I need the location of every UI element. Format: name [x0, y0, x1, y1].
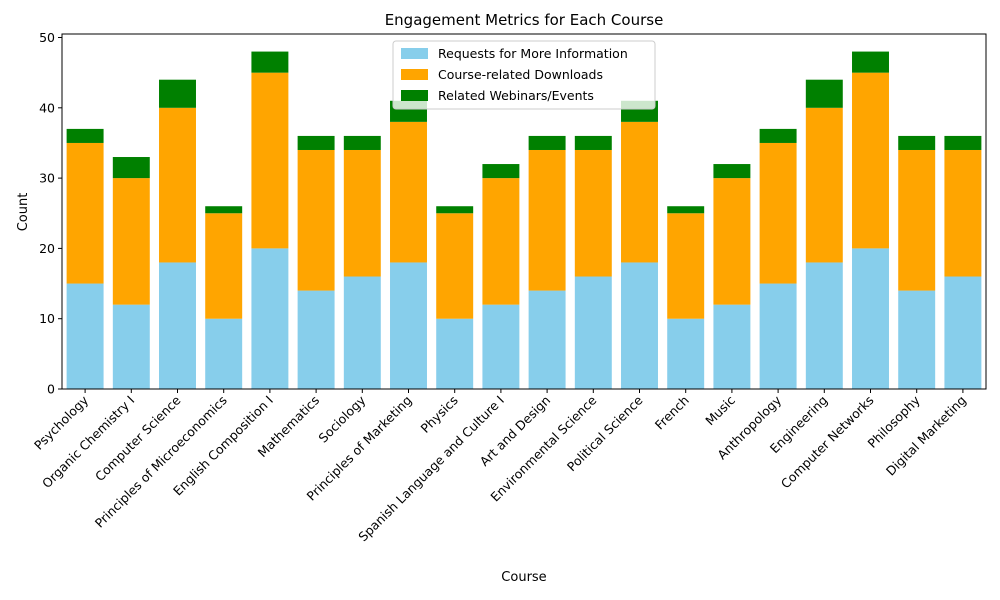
- bar-segment-series-0-course-0: [66, 283, 104, 389]
- bar-segment-series-1-course-5: [297, 149, 335, 291]
- y-tick-label: 40: [39, 100, 55, 115]
- y-tick-label: 50: [39, 30, 55, 45]
- y-tick-labels: 0 10 20 30 40 50: [39, 30, 62, 397]
- bar-segment-series-1-course-9: [482, 178, 520, 305]
- x-axis-label: Course: [501, 570, 546, 585]
- bar-segment-series-1-course-4: [251, 72, 289, 249]
- bar-segment-series-2-course-4: [251, 51, 289, 73]
- bars-group: [66, 51, 982, 389]
- bar-segment-series-2-course-0: [66, 128, 104, 143]
- bar-segment-series-2-course-18: [898, 135, 936, 150]
- legend-swatch-1: [401, 69, 428, 80]
- bar-segment-series-0-course-17: [852, 248, 889, 389]
- bar-segment-series-1-course-12: [621, 121, 658, 263]
- bar-segment-series-1-course-0: [66, 142, 104, 284]
- bar-segment-series-1-course-14: [713, 178, 751, 305]
- bar-segment-series-2-course-16: [805, 79, 843, 108]
- bar-segment-series-2-course-8: [436, 206, 474, 214]
- legend: Requests for More Information Course-rela…: [392, 40, 656, 110]
- bar-segment-series-2-course-1: [112, 157, 150, 179]
- bar-segment-series-2-course-6: [343, 135, 381, 150]
- bar-segment-series-0-course-2: [159, 262, 196, 389]
- legend-label-1: Course-related Downloads: [438, 67, 603, 82]
- bar-segment-series-1-course-11: [574, 149, 612, 277]
- bar-segment-series-0-course-9: [482, 304, 520, 389]
- legend-swatch-2: [401, 90, 428, 101]
- bar-segment-series-0-course-15: [759, 283, 797, 389]
- y-tick-label: 20: [39, 241, 55, 256]
- chart-title: Engagement Metrics for Each Course: [385, 11, 664, 29]
- bar-segment-series-1-course-2: [159, 107, 196, 263]
- bar-segment-series-1-course-8: [436, 213, 474, 319]
- y-axis-label: Count: [16, 193, 31, 232]
- bar-segment-series-0-course-5: [297, 290, 335, 389]
- bar-segment-series-1-course-6: [343, 149, 381, 277]
- axes-group: [61, 33, 987, 390]
- y-tick-label: 0: [47, 382, 55, 397]
- bar-segment-series-0-course-4: [251, 248, 289, 389]
- bar-segment-series-1-course-19: [944, 149, 982, 277]
- bar-segment-series-1-course-16: [805, 107, 843, 263]
- bar-segment-series-0-course-6: [343, 276, 381, 389]
- bar-segment-series-1-course-7: [390, 121, 427, 263]
- bar-segment-series-0-course-8: [436, 318, 474, 389]
- bar-segment-series-0-course-14: [713, 304, 751, 389]
- bar-segment-series-2-course-9: [482, 164, 520, 179]
- legend-label-0: Requests for More Information: [438, 46, 628, 61]
- bar-segment-series-1-course-17: [852, 72, 889, 249]
- bar-segment-series-1-course-15: [759, 142, 797, 284]
- bar-segment-series-2-course-3: [205, 206, 243, 214]
- bar-segment-series-2-course-14: [713, 164, 751, 179]
- legend-swatch-0: [401, 48, 428, 59]
- plot-frame: [61, 33, 987, 390]
- bar-segment-series-0-course-3: [205, 318, 243, 389]
- bar-segment-series-1-course-3: [205, 213, 243, 319]
- bar-segment-series-1-course-13: [667, 213, 705, 319]
- bar-segment-series-0-course-19: [944, 276, 982, 389]
- bar-segment-series-1-course-10: [528, 149, 566, 291]
- legend-label-2: Related Webinars/Events: [438, 88, 594, 103]
- bar-segment-series-0-course-10: [528, 290, 566, 389]
- bar-segment-series-0-course-12: [621, 262, 658, 389]
- bar-segment-series-0-course-7: [390, 262, 427, 389]
- legend-box: [392, 40, 656, 110]
- bar-segment-series-2-course-11: [574, 135, 612, 150]
- y-tick-label: 30: [39, 171, 55, 186]
- bar-segment-series-0-course-16: [805, 262, 843, 389]
- bar-segment-series-0-course-1: [112, 304, 150, 389]
- bar-segment-series-0-course-18: [898, 290, 936, 389]
- bar-segment-series-1-course-1: [112, 178, 150, 305]
- bar-segment-series-2-course-17: [852, 51, 889, 73]
- bar-segment-series-2-course-2: [159, 79, 196, 108]
- bar-segment-series-1-course-18: [898, 149, 936, 291]
- bar-segment-series-2-course-13: [667, 206, 705, 214]
- bar-segment-series-2-course-10: [528, 135, 566, 150]
- bar-segment-series-0-course-11: [574, 276, 612, 389]
- bar-segment-series-0-course-13: [667, 318, 705, 389]
- bar-segment-series-2-course-19: [944, 135, 982, 150]
- bar-segment-series-2-course-15: [759, 128, 797, 143]
- bar-segment-series-2-course-5: [297, 135, 335, 150]
- y-tick-label: 10: [39, 311, 55, 326]
